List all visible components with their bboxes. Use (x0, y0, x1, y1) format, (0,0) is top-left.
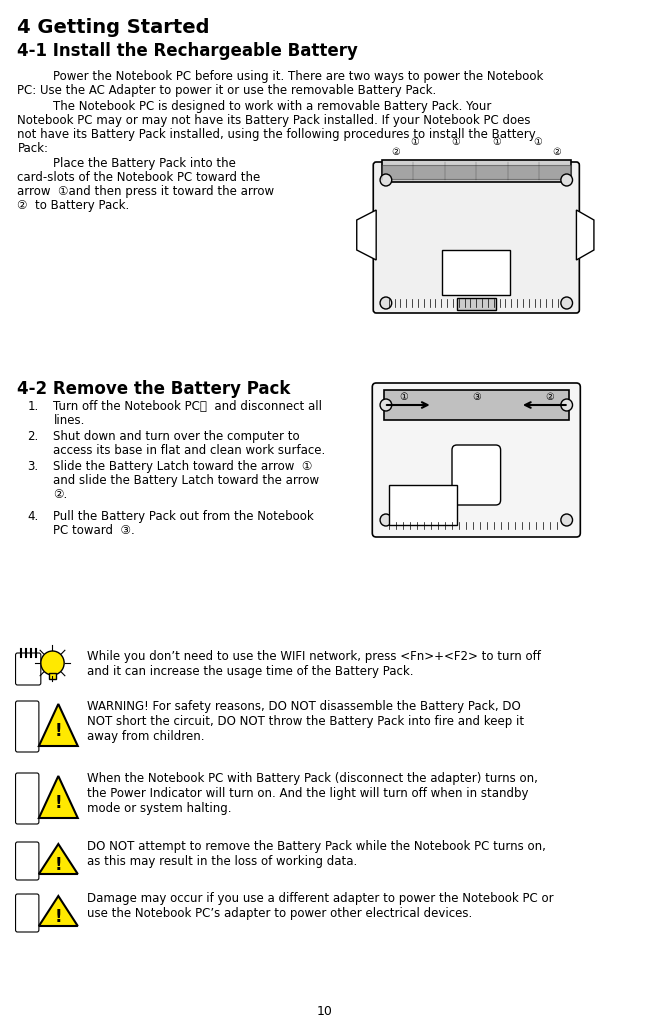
Text: 1.: 1. (27, 400, 39, 413)
FancyBboxPatch shape (15, 701, 39, 752)
Text: While you don’t need to use the WIFI network, press <Fn>+<F2> to turn off
and it: While you don’t need to use the WIFI net… (88, 650, 541, 678)
Polygon shape (39, 896, 77, 926)
Text: The Notebook PC is designed to work with a removable Battery Pack. Your: The Notebook PC is designed to work with… (53, 100, 492, 113)
Circle shape (380, 399, 391, 411)
Text: !: ! (55, 794, 62, 812)
Text: lines.: lines. (53, 415, 85, 427)
Text: card-slots of the Notebook PC toward the: card-slots of the Notebook PC toward the (17, 171, 261, 184)
Bar (49, 673, 56, 679)
Polygon shape (39, 844, 77, 874)
Text: 4 Getting Started: 4 Getting Started (17, 18, 210, 37)
FancyBboxPatch shape (452, 445, 500, 505)
Text: ①: ① (533, 137, 542, 147)
Text: 3.: 3. (27, 460, 38, 473)
FancyBboxPatch shape (15, 894, 39, 932)
Text: DO NOT attempt to remove the Battery Pack while the Notebook PC turns on,
as thi: DO NOT attempt to remove the Battery Pac… (88, 840, 546, 868)
Circle shape (561, 174, 572, 186)
Text: ①: ① (452, 137, 460, 147)
Text: Damage may occur if you use a different adapter to power the Notebook PC or
use : Damage may occur if you use a different … (88, 892, 554, 920)
Bar (382, 160, 570, 182)
Text: access its base in flat and clean work surface.: access its base in flat and clean work s… (53, 444, 326, 457)
Text: Turn off the Notebook PC，  and disconnect all: Turn off the Notebook PC， and disconnect… (53, 400, 323, 413)
Text: 2.: 2. (27, 430, 39, 443)
Text: When the Notebook PC with Battery Pack (disconnect the adapter) turns on,
the Po: When the Notebook PC with Battery Pack (… (88, 772, 538, 815)
Text: ①: ① (492, 137, 501, 147)
Text: ②: ② (545, 392, 554, 402)
Polygon shape (357, 210, 376, 260)
Text: PC toward  ③.: PC toward ③. (53, 524, 135, 537)
Text: Slide the Battery Latch toward the arrow  ①: Slide the Battery Latch toward the arrow… (53, 460, 313, 473)
Bar (384, 390, 568, 420)
Text: !: ! (55, 856, 62, 874)
Text: Pull the Battery Pack out from the Notebook: Pull the Battery Pack out from the Noteb… (53, 510, 314, 523)
Text: ①: ① (399, 392, 407, 402)
Polygon shape (576, 210, 594, 260)
FancyBboxPatch shape (15, 773, 39, 824)
Circle shape (41, 652, 64, 675)
Text: Shut down and turn over the computer to: Shut down and turn over the computer to (53, 430, 300, 443)
FancyBboxPatch shape (372, 383, 580, 537)
Circle shape (380, 514, 391, 526)
Text: Pack:: Pack: (17, 142, 49, 155)
Text: ①: ① (411, 137, 420, 147)
Circle shape (561, 399, 572, 411)
Text: ②  to Battery Pack.: ② to Battery Pack. (17, 199, 130, 212)
Text: 10: 10 (317, 1005, 333, 1018)
Text: ②.: ②. (53, 488, 67, 501)
Text: !: ! (55, 908, 62, 926)
Text: ②: ② (552, 147, 561, 157)
Text: 4-1 Install the Rechargeable Battery: 4-1 Install the Rechargeable Battery (17, 42, 358, 60)
Circle shape (561, 514, 572, 526)
Bar (382, 165, 570, 179)
Bar (442, 250, 510, 295)
Text: WARNING! For safety reasons, DO NOT disassemble the Battery Pack, DO
NOT short t: WARNING! For safety reasons, DO NOT disa… (88, 700, 524, 743)
Polygon shape (39, 704, 77, 746)
Text: not have its Battery Pack installed, using the following procedures to install t: not have its Battery Pack installed, usi… (17, 128, 536, 141)
Text: Notebook PC may or may not have its Battery Pack installed. If your Notebook PC : Notebook PC may or may not have its Batt… (17, 114, 531, 127)
FancyBboxPatch shape (15, 842, 39, 880)
FancyBboxPatch shape (15, 653, 41, 685)
Circle shape (561, 297, 572, 309)
Bar (457, 298, 496, 310)
Text: Power the Notebook PC before using it. There are two ways to power the Notebook: Power the Notebook PC before using it. T… (53, 70, 544, 83)
FancyBboxPatch shape (373, 162, 579, 313)
Text: ③: ③ (472, 392, 481, 402)
Text: arrow  ①and then press it toward the arrow: arrow ①and then press it toward the arro… (17, 185, 275, 198)
Text: 4-2 Remove the Battery Pack: 4-2 Remove the Battery Pack (17, 380, 291, 398)
Text: Place the Battery Pack into the: Place the Battery Pack into the (53, 157, 236, 170)
Circle shape (380, 174, 391, 186)
Bar (389, 485, 457, 525)
Text: 4.: 4. (27, 510, 39, 523)
Text: !: ! (55, 722, 62, 740)
Circle shape (380, 297, 391, 309)
Text: ②: ② (391, 147, 400, 157)
Text: and slide the Battery Latch toward the arrow: and slide the Battery Latch toward the a… (53, 474, 319, 487)
Polygon shape (39, 776, 77, 818)
Text: PC: Use the AC Adapter to power it or use the removable Battery Pack.: PC: Use the AC Adapter to power it or us… (17, 84, 437, 97)
